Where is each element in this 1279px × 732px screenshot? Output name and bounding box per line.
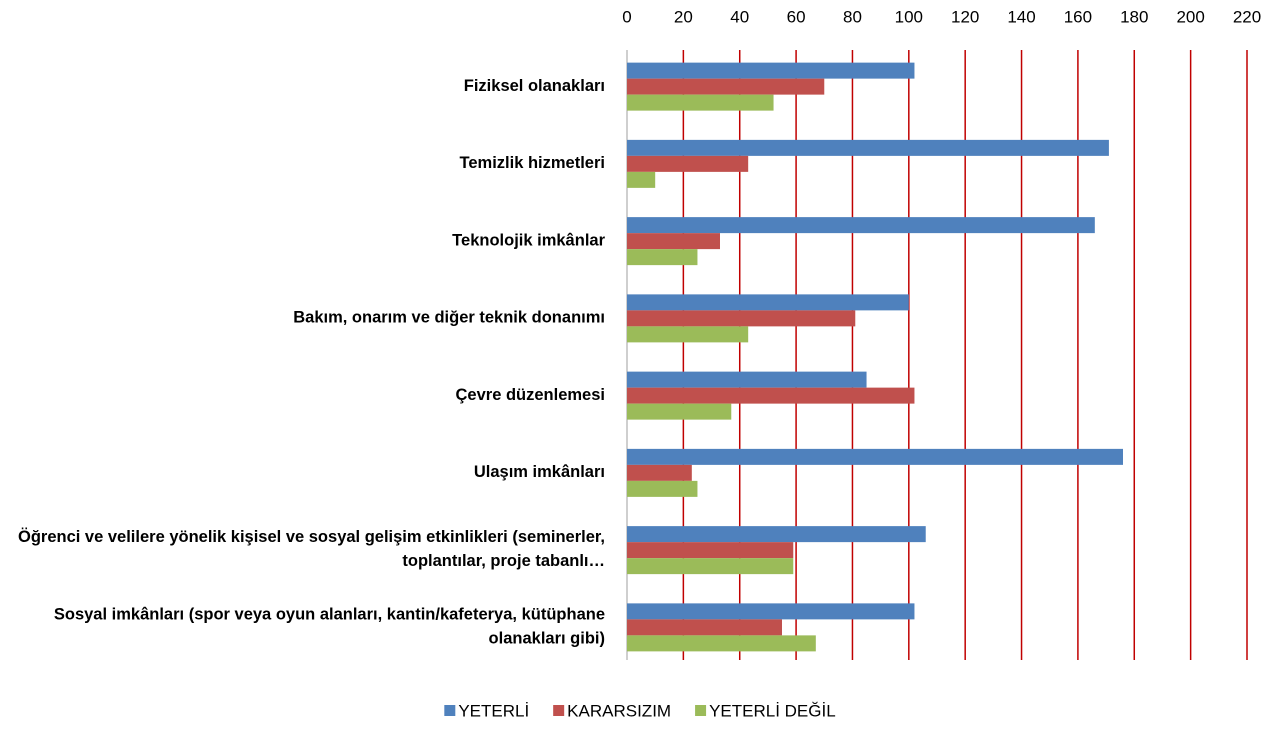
- legend-swatch: [444, 705, 456, 716]
- category-label: Temizlik hizmetleri: [460, 154, 606, 172]
- bar: [627, 371, 867, 388]
- category-label: Ulaşım imkânları: [474, 463, 605, 481]
- bar: [627, 448, 1123, 465]
- bar: [627, 464, 692, 481]
- x-tick-label: 20: [674, 7, 693, 26]
- bar: [627, 217, 1095, 234]
- bar: [627, 171, 656, 188]
- category-label: Teknolojik imkânlar: [452, 231, 605, 249]
- legend-swatch: [553, 705, 565, 716]
- bar: [627, 542, 794, 559]
- bar: [627, 526, 926, 543]
- x-tick-label: 140: [1007, 7, 1035, 26]
- bar: [627, 139, 1109, 156]
- x-tick-label: 200: [1176, 7, 1204, 26]
- bar: [627, 310, 856, 327]
- legend-swatch: [695, 705, 707, 716]
- legend-label: YETERLİ: [458, 701, 529, 720]
- legend-label: KARARSIZIM: [567, 701, 671, 720]
- x-tick-label: 180: [1120, 7, 1148, 26]
- bar: [627, 94, 774, 111]
- bar: [627, 294, 909, 311]
- bar: [627, 62, 915, 79]
- bar: [627, 403, 732, 420]
- bar: [627, 635, 816, 652]
- category-label: Öğrenci ve velilere yönelik kişisel ve s…: [18, 527, 605, 570]
- category-label: Fiziksel olanakları: [464, 77, 605, 95]
- bar: [627, 558, 794, 575]
- category-label: Bakım, onarım ve diğer teknik donanımı: [293, 309, 605, 327]
- legend: YETERLİ KARARSIZIM YETERLİ DEĞİL: [444, 701, 836, 720]
- bar: [627, 480, 698, 497]
- x-tick-label: 120: [951, 7, 979, 26]
- category-label: Sosyal imkânları (spor veya oyun alanlar…: [54, 606, 605, 648]
- category-label: Çevre düzenlemesi: [456, 386, 605, 404]
- x-tick-label: 220: [1233, 7, 1261, 26]
- bar: [627, 603, 915, 620]
- x-tick-label: 100: [895, 7, 923, 26]
- bar: [627, 155, 749, 172]
- bar: [627, 233, 720, 250]
- legend-label: YETERLİ DEĞİL: [709, 701, 836, 720]
- bar: [627, 387, 915, 404]
- x-tick-label: 60: [787, 7, 806, 26]
- bar: [627, 78, 825, 95]
- x-tick-label: 40: [730, 7, 749, 26]
- bar: [627, 249, 698, 266]
- bar: [627, 619, 782, 636]
- x-tick-label: 160: [1064, 7, 1092, 26]
- x-tick-label: 80: [843, 7, 862, 26]
- bar: [627, 326, 749, 343]
- x-tick-label: 0: [622, 7, 631, 26]
